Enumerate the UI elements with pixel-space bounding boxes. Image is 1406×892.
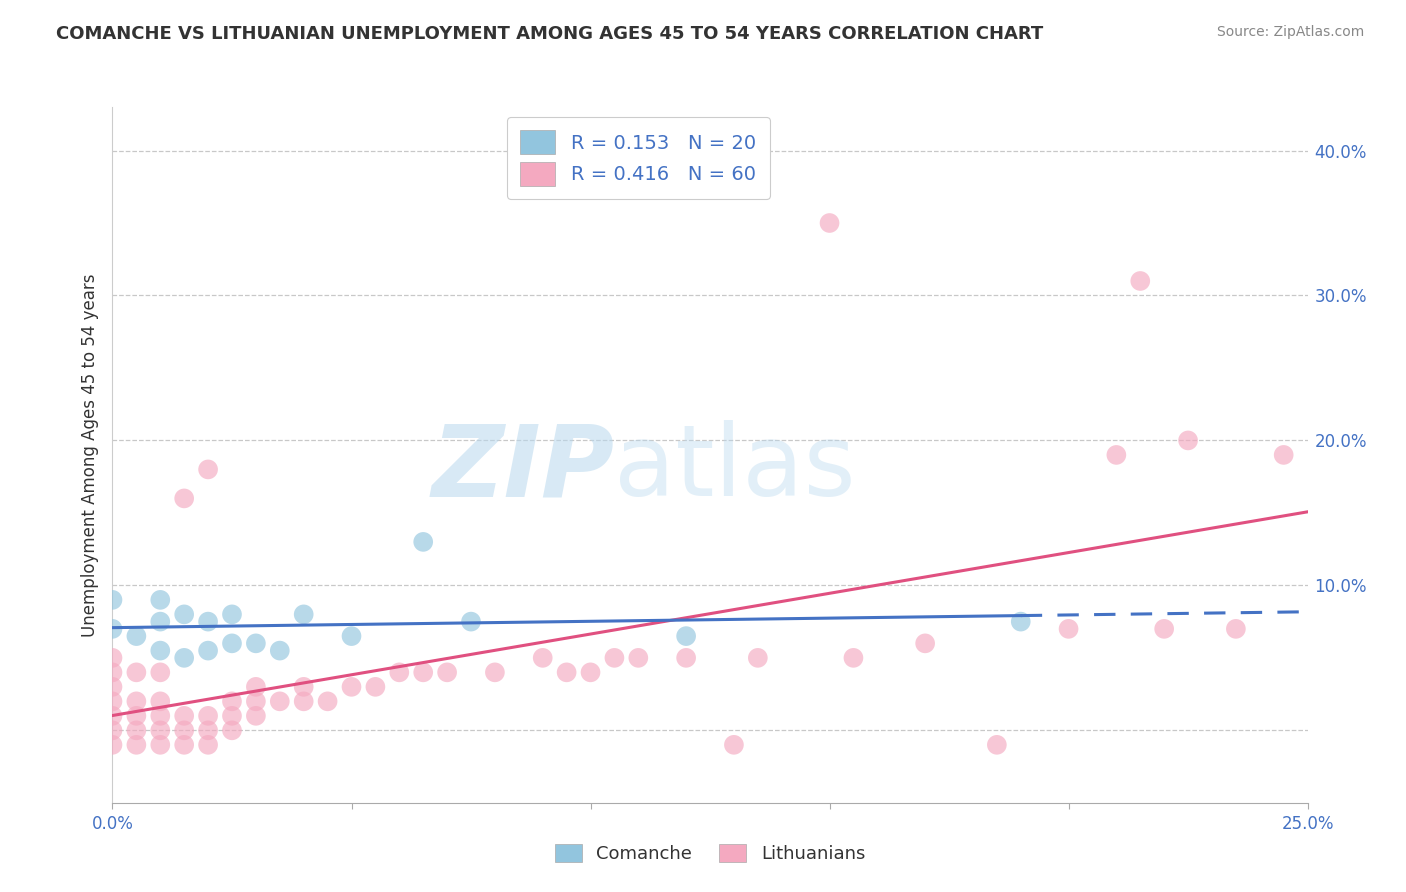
Point — [149, 643, 172, 657]
Point — [818, 216, 841, 230]
Point — [723, 738, 745, 752]
Point — [579, 665, 602, 680]
Point — [101, 738, 124, 752]
Point — [197, 643, 219, 657]
Point — [603, 651, 626, 665]
Point — [221, 636, 243, 650]
Point — [173, 723, 195, 738]
Point — [221, 694, 243, 708]
Legend: Comanche, Lithuanians: Comanche, Lithuanians — [547, 837, 873, 871]
Point — [125, 665, 148, 680]
Point — [245, 694, 267, 708]
Point — [316, 694, 339, 708]
Point — [149, 592, 172, 607]
Point — [221, 723, 243, 738]
Point — [197, 615, 219, 629]
Point — [340, 680, 363, 694]
Point — [197, 708, 219, 723]
Point — [101, 592, 124, 607]
Point — [125, 694, 148, 708]
Point — [197, 738, 219, 752]
Point — [1153, 622, 1175, 636]
Point — [269, 643, 291, 657]
Point — [245, 708, 267, 723]
Point — [555, 665, 578, 680]
Text: Source: ZipAtlas.com: Source: ZipAtlas.com — [1216, 25, 1364, 39]
Point — [292, 607, 315, 622]
Point — [149, 615, 172, 629]
Y-axis label: Unemployment Among Ages 45 to 54 years: Unemployment Among Ages 45 to 54 years — [80, 273, 98, 637]
Text: COMANCHE VS LITHUANIAN UNEMPLOYMENT AMONG AGES 45 TO 54 YEARS CORRELATION CHART: COMANCHE VS LITHUANIAN UNEMPLOYMENT AMON… — [56, 25, 1043, 43]
Point — [149, 665, 172, 680]
Point — [173, 607, 195, 622]
Point — [149, 723, 172, 738]
Point — [221, 708, 243, 723]
Point — [292, 680, 315, 694]
Point — [627, 651, 650, 665]
Point — [101, 665, 124, 680]
Point — [1105, 448, 1128, 462]
Point — [149, 708, 172, 723]
Point — [292, 694, 315, 708]
Point — [747, 651, 769, 665]
Point — [412, 534, 434, 549]
Point — [1177, 434, 1199, 448]
Point — [173, 738, 195, 752]
Point — [340, 629, 363, 643]
Point — [436, 665, 458, 680]
Point — [173, 651, 195, 665]
Point — [1057, 622, 1080, 636]
Point — [101, 694, 124, 708]
Text: ZIP: ZIP — [432, 420, 614, 517]
Point — [484, 665, 506, 680]
Point — [1010, 615, 1032, 629]
Point — [101, 708, 124, 723]
Text: atlas: atlas — [614, 420, 856, 517]
Point — [269, 694, 291, 708]
Point — [101, 651, 124, 665]
Point — [675, 629, 697, 643]
Point — [101, 723, 124, 738]
Point — [197, 723, 219, 738]
Point — [460, 615, 482, 629]
Point — [149, 694, 172, 708]
Point — [914, 636, 936, 650]
Point — [412, 665, 434, 680]
Point — [388, 665, 411, 680]
Point — [101, 622, 124, 636]
Point — [1129, 274, 1152, 288]
Point — [245, 636, 267, 650]
Point — [675, 651, 697, 665]
Point — [1225, 622, 1247, 636]
Point — [197, 462, 219, 476]
Point — [364, 680, 387, 694]
Point — [221, 607, 243, 622]
Point — [245, 680, 267, 694]
Point — [101, 680, 124, 694]
Point — [125, 708, 148, 723]
Point — [1272, 448, 1295, 462]
Point — [125, 629, 148, 643]
Point — [173, 491, 195, 506]
Point — [986, 738, 1008, 752]
Point — [173, 708, 195, 723]
Point — [125, 738, 148, 752]
Point — [125, 723, 148, 738]
Point — [531, 651, 554, 665]
Point — [149, 738, 172, 752]
Point — [842, 651, 865, 665]
